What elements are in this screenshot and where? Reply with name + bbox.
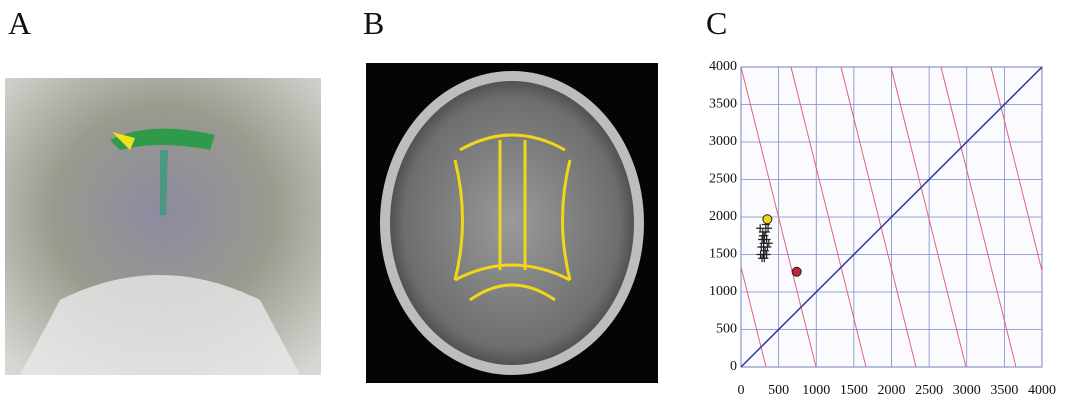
x-tick-label: 2500 (915, 383, 943, 398)
y-tick-label: 1500 (709, 247, 737, 262)
y-tick-label: 3500 (709, 97, 737, 112)
y-tick-label: 4000 (709, 59, 737, 74)
x-tick-label: 4000 (1028, 383, 1056, 398)
y-tick-label: 500 (716, 322, 737, 337)
iso-line (1041, 67, 1071, 367)
x-tick-label: 500 (768, 383, 789, 398)
panel-label: A (8, 5, 31, 41)
y-tick-label: 1000 (709, 284, 737, 299)
page: {"panels": [{"label": "A"}, {"label": "B… (0, 0, 1071, 401)
x-tick-label: 1500 (840, 383, 868, 398)
image-a (5, 78, 321, 375)
x-tick-label: 1000 (802, 383, 830, 398)
y-tick-label: 3000 (709, 134, 737, 149)
y-tick-label: 2000 (709, 209, 737, 224)
x-tick-label: 0 (738, 383, 745, 398)
x-tick-label: 2000 (878, 383, 906, 398)
x-tick-label: 3000 (953, 383, 981, 398)
image-b (366, 63, 658, 383)
panel-label: B (363, 5, 384, 41)
y-tick-label: 2500 (709, 172, 737, 187)
chart-c: 0 500 1000 1500 2000 2500 3000 3500 4000 0 500 1000… (691, 59, 1071, 398)
x-tick-label: 3500 (990, 383, 1018, 398)
point (763, 215, 772, 224)
point (792, 267, 801, 276)
y-tick-label: 0 (730, 359, 737, 374)
figure: A B C 0 500 1000 1500 2000 2500 3000 3500 4000 0 5… (0, 0, 1071, 401)
panel-label: C (706, 5, 727, 41)
